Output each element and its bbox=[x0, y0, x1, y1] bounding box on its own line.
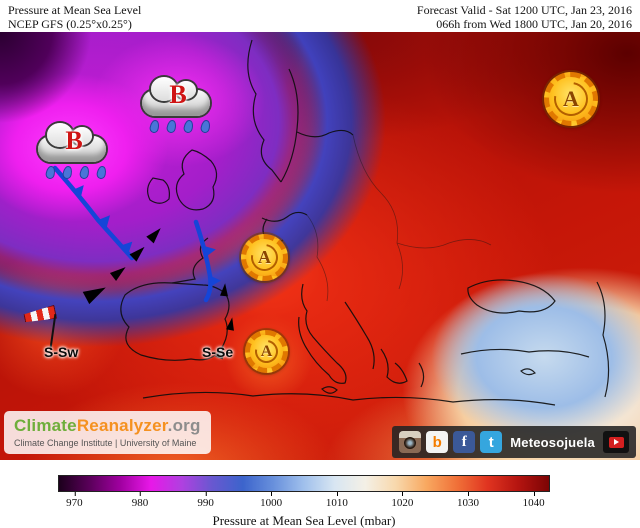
colorbar-tick-label: 1010 bbox=[325, 492, 348, 509]
cold-front-lines bbox=[52, 165, 221, 303]
low-pressure-symbol: B bbox=[28, 118, 120, 188]
storm-cloud-icon bbox=[38, 123, 106, 162]
circular-arrow-icon bbox=[250, 335, 283, 368]
map-overlay-graphics bbox=[52, 39, 610, 406]
colorbar-tick-label: 1040 bbox=[522, 492, 545, 509]
colorbar-tick-label: 970 bbox=[66, 492, 83, 509]
colorbar-tick-label: 990 bbox=[197, 492, 214, 509]
colorbar-tick-label: 980 bbox=[131, 492, 149, 509]
map-footer: 970 980 990 1000 1010 1020 1030 1040 Pre… bbox=[0, 460, 640, 528]
sun-icon: A bbox=[241, 234, 288, 281]
colorbar-tick-label: 1030 bbox=[456, 492, 479, 509]
colorbar: 970 980 990 1000 1010 1020 1030 1040 Pre… bbox=[58, 475, 550, 528]
model-label: NCEP GFS (0.25°x0.25°) bbox=[8, 17, 132, 31]
social-handle: Meteosojuela bbox=[510, 434, 595, 450]
instagram-icon[interactable] bbox=[399, 431, 422, 453]
low-pressure-label: B bbox=[169, 80, 187, 109]
country-borders bbox=[306, 134, 492, 302]
header-right: Forecast Valid - Sat 1200 UTC, Jan 23, 2… bbox=[417, 3, 632, 32]
high-pressure-symbol: A bbox=[544, 72, 598, 126]
colorbar-tick-labels: 970 980 990 1000 1010 1020 1030 1040 bbox=[58, 492, 550, 510]
colorbar-gradient bbox=[58, 475, 550, 492]
site-logo: ClimateReanalyzer.org bbox=[14, 416, 201, 436]
sun-icon: A bbox=[245, 330, 288, 373]
circular-arrow-icon bbox=[547, 75, 595, 123]
logo-part-climate: Climate bbox=[14, 416, 77, 435]
low-pressure-symbol: B bbox=[132, 72, 224, 142]
sun-icon: A bbox=[544, 72, 598, 126]
forecast-valid-label: Forecast Valid - Sat 1200 UTC, Jan 23, 2… bbox=[416, 3, 632, 17]
header-left: Pressure at Mean Sea Level NCEP GFS (0.2… bbox=[8, 3, 141, 32]
pressure-field bbox=[0, 32, 640, 460]
high-pressure-symbol: A bbox=[241, 234, 288, 281]
branding-watermark[interactable]: ClimateReanalyzer.org Climate Change Ins… bbox=[4, 411, 211, 454]
blogger-icon[interactable]: b bbox=[426, 431, 449, 453]
twitter-icon[interactable]: t bbox=[480, 431, 503, 453]
forecast-init-label: 066h from Wed 1800 UTC, Jan 20, 2016 bbox=[436, 17, 632, 31]
circular-arrow-icon bbox=[245, 238, 284, 277]
low-pressure-label: B bbox=[65, 126, 83, 155]
youtube-icon[interactable] bbox=[603, 431, 629, 453]
play-button-icon bbox=[608, 436, 624, 448]
pressure-map: B B A A A bbox=[0, 32, 640, 460]
wind-arrows bbox=[82, 228, 234, 360]
high-pressure-label: A bbox=[260, 342, 273, 360]
high-pressure-symbol: A bbox=[245, 330, 288, 373]
wind-direction-label-sw: S-Sw bbox=[44, 344, 79, 360]
colorbar-tick-label: 1000 bbox=[260, 492, 283, 509]
colorbar-tick-label: 1020 bbox=[391, 492, 414, 509]
high-pressure-label: A bbox=[258, 247, 271, 267]
wind-direction-label-se: S-Se bbox=[202, 344, 234, 360]
colorbar-caption: Pressure at Mean Sea Level (mbar) bbox=[212, 513, 396, 528]
cold-front-barbs bbox=[71, 185, 221, 288]
logo-part-org: .org bbox=[167, 416, 201, 435]
logo-part-reanalyzer: Reanalyzer bbox=[76, 416, 168, 435]
rain-drops-icon bbox=[148, 119, 212, 134]
facebook-icon[interactable]: f bbox=[453, 431, 476, 453]
storm-cloud-icon bbox=[142, 77, 210, 116]
rain-drops-icon bbox=[44, 165, 108, 180]
institute-tagline: Climate Change Institute | University of… bbox=[14, 438, 197, 448]
social-media-strip: b f t Meteosojuela bbox=[392, 426, 636, 458]
high-pressure-label: A bbox=[563, 86, 579, 111]
map-header: Pressure at Mean Sea Level NCEP GFS (0.2… bbox=[0, 0, 640, 32]
map-title: Pressure at Mean Sea Level bbox=[8, 3, 142, 17]
